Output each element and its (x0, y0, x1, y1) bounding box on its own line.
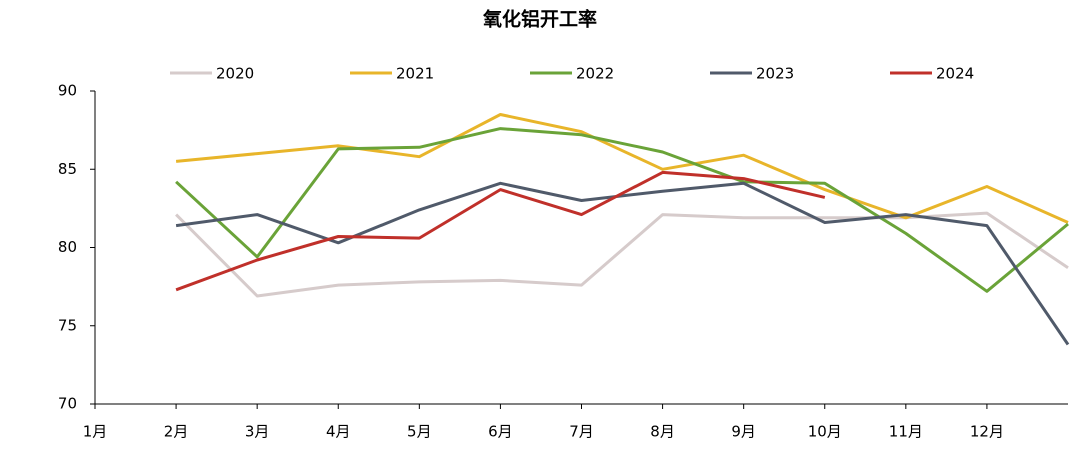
x-tick-label: 7月 (569, 423, 594, 441)
chart-title: 氧化铝开工率 (483, 8, 597, 31)
x-tick-label: 4月 (326, 423, 351, 441)
x-tick-label: 6月 (488, 423, 513, 441)
series-line (175, 127, 1069, 293)
x-tick-label: 10月 (808, 423, 842, 441)
series-line (175, 181, 1070, 346)
series-line (175, 113, 1069, 224)
legend-label: 2023 (756, 65, 794, 83)
x-tick-label: 9月 (731, 423, 756, 441)
x-tick-label: 11月 (889, 423, 923, 441)
x-tick-label: 12月 (970, 423, 1004, 441)
y-tick-label: 80 (58, 238, 77, 256)
y-tick-label: 85 (58, 160, 77, 178)
x-tick-label: 3月 (245, 423, 270, 441)
x-tick-label: 2月 (164, 423, 189, 441)
series-line (175, 170, 826, 292)
legend-label: 2020 (216, 65, 254, 83)
y-tick-label: 90 (58, 82, 77, 100)
x-tick-label: 1月 (83, 423, 108, 441)
y-tick-label: 70 (58, 395, 77, 413)
x-tick-label: 8月 (650, 423, 675, 441)
legend-label: 2022 (576, 65, 614, 83)
x-tick-label: 5月 (407, 423, 432, 441)
y-tick-label: 75 (58, 316, 77, 334)
legend-label: 2021 (396, 65, 434, 83)
legend-label: 2024 (936, 65, 974, 83)
